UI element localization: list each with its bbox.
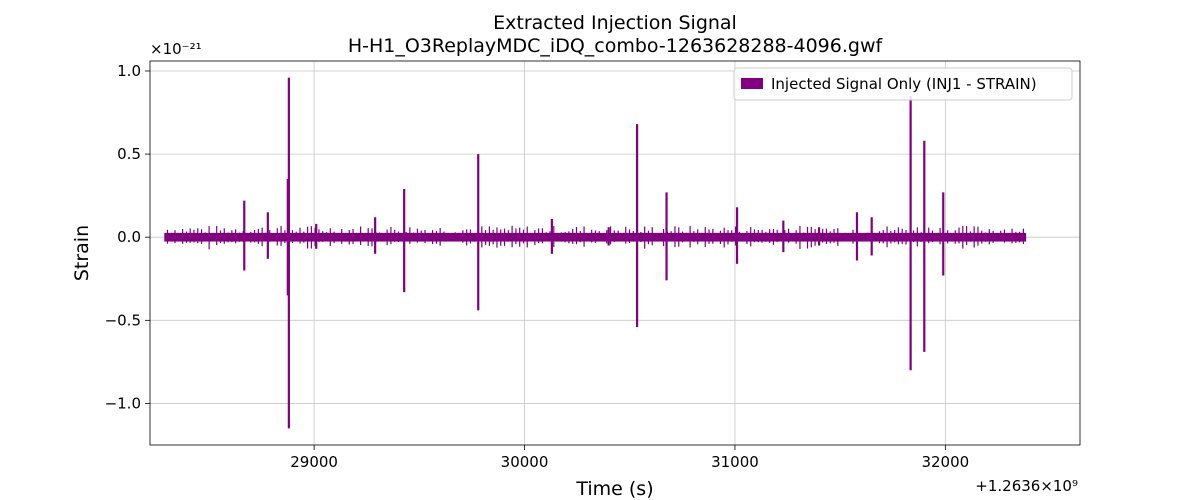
- plot-frame: [149, 60, 1081, 446]
- x-tick-label: 30000: [501, 453, 549, 471]
- y-tick-label: 1.0: [117, 62, 141, 80]
- y-axis-label: Strain: [71, 225, 93, 281]
- legend-label: Injected Signal Only (INJ1 - STRAIN): [771, 75, 1037, 93]
- x-tick-label: 32000: [921, 453, 969, 471]
- x-offset-label: +1.2636×10⁹: [975, 477, 1078, 495]
- x-tick-label: 29000: [290, 453, 338, 471]
- x-tick-label: 31000: [711, 453, 759, 471]
- chart-subtitle: H-H1_O3ReplayMDC_iDQ_combo-1263628288-40…: [348, 35, 884, 57]
- legend-box: [733, 67, 1073, 101]
- series-line: [164, 77, 1027, 429]
- y-tick-label: 0.5: [117, 145, 141, 163]
- axis-ticks: 29000 30000 31000 32000 1.0 0.5 0.0 −0.5 −1.0: [105, 62, 970, 471]
- y-tick-label: 0.0: [117, 228, 141, 246]
- y-scale-label: ×10⁻²¹: [150, 40, 202, 58]
- x-axis-label: Time (s): [575, 478, 653, 500]
- chart-title: Extracted Injection Signal: [493, 12, 737, 34]
- y-tick-label: −0.5: [105, 311, 141, 329]
- legend-swatch: [741, 78, 763, 89]
- legend: Injected Signal Only (INJ1 - STRAIN): [733, 67, 1073, 101]
- y-tick-label: −1.0: [105, 394, 141, 412]
